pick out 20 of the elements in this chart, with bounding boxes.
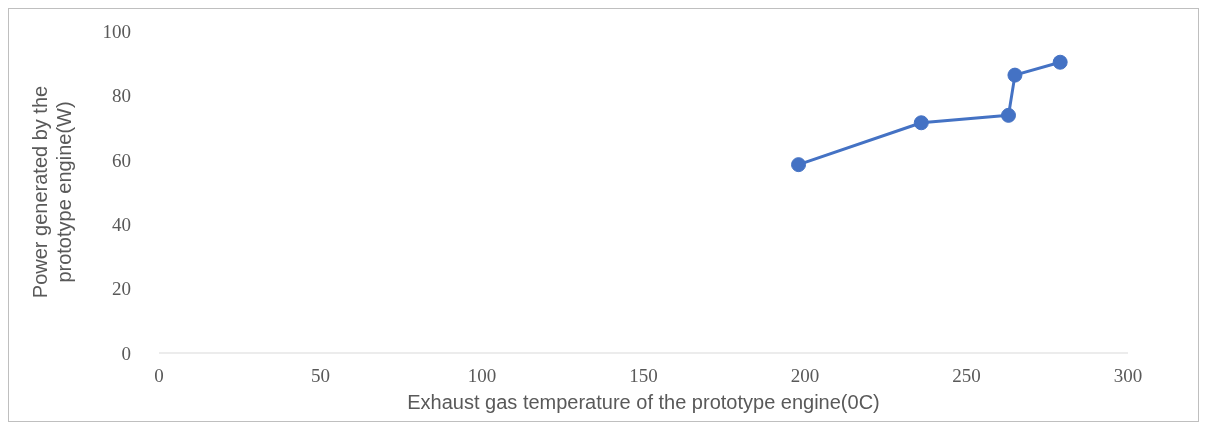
point xyxy=(913,115,929,131)
x-tick-label: 300 xyxy=(1113,365,1143,387)
x-tick-label: 200 xyxy=(790,365,820,387)
x-tick-label: 150 xyxy=(629,365,658,387)
x-tick-label: 100 xyxy=(467,365,497,387)
y-tick-label: 60 xyxy=(112,149,131,171)
y-tick-label: 80 xyxy=(112,85,131,107)
x-tick-label: 0 xyxy=(154,365,164,387)
point xyxy=(1052,54,1068,70)
y-tick-label: 0 xyxy=(121,342,131,364)
point xyxy=(791,157,807,173)
point xyxy=(1000,107,1016,123)
y-tick-label: 40 xyxy=(112,213,131,235)
x-axis-title: Exhaust gas temperature of the prototype engine(0C) xyxy=(407,391,880,413)
y-axis-title: Power generated by the prototype engine(W) xyxy=(29,85,75,299)
y-tick-label: 100 xyxy=(102,20,131,42)
point xyxy=(1007,67,1023,83)
x-tick-label: 50 xyxy=(311,365,330,387)
y-tick-label: 20 xyxy=(112,278,131,300)
x-tick-label: 250 xyxy=(952,365,981,387)
